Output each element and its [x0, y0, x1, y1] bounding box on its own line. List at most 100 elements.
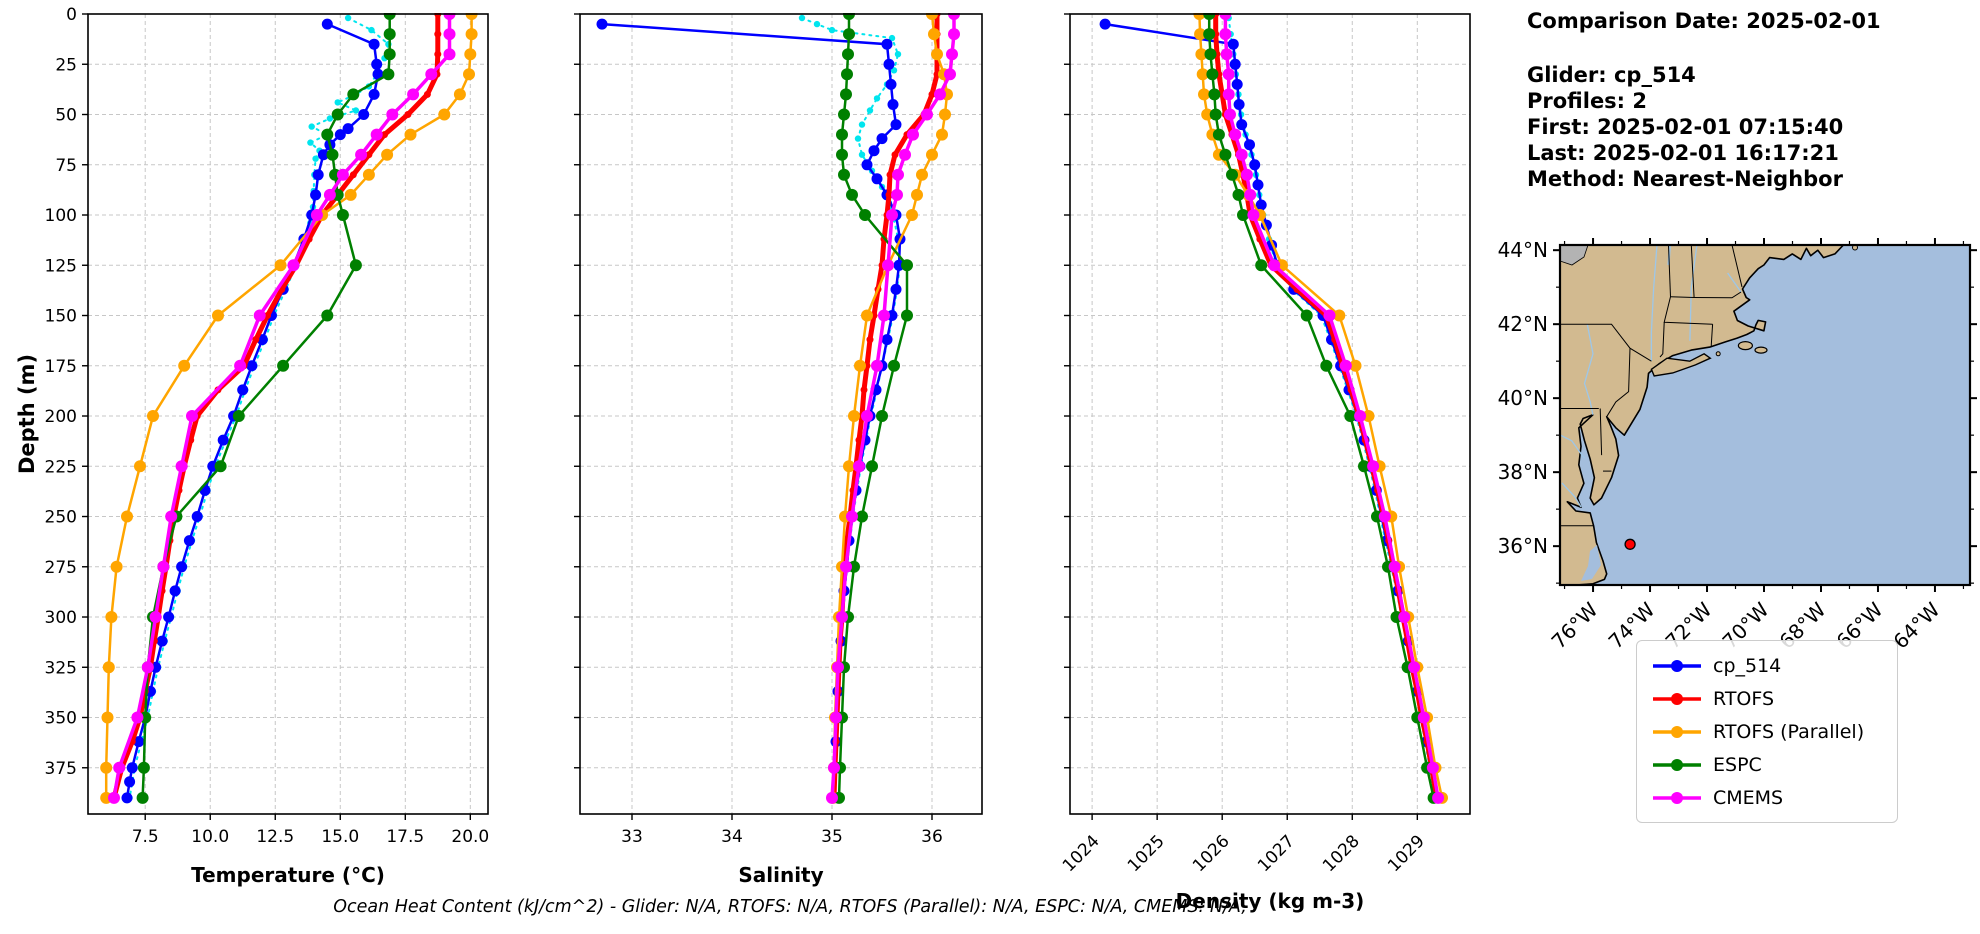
- james-river: [1561, 482, 1582, 508]
- comparison-date-text: Comparison Date: 2025-02-01: [1527, 9, 1881, 33]
- axes-frame: [579, 13, 983, 815]
- legend-label: RTOFS (Parallel): [1713, 720, 1865, 743]
- x-tick-label: 36: [921, 827, 943, 847]
- x-tick-label: 35: [821, 827, 843, 847]
- depth-tick-label: 75: [55, 156, 77, 176]
- legend-sample-line: [1653, 791, 1701, 804]
- ocean-heat-content-text: Ocean Heat Content (kJ/cm^2) - Glider: N…: [333, 897, 1247, 917]
- profiles-count-text: Profiles: 2: [1527, 89, 1648, 113]
- x-tick-label: 1027: [1254, 831, 1299, 876]
- panel-temperature: 7.5 10.0 12.5 15.0 17.5 20.0 0 25 50 75 100 125 150 1…: [45, 5, 490, 847]
- state-line: [1663, 296, 1713, 325]
- legend-label: cp_514: [1713, 654, 1782, 677]
- hudson-river: [1650, 244, 1658, 361]
- map-lat-label: 42°N: [1498, 312, 1548, 336]
- axis-ticks: 1024 1025 1026 1027 1028 1029: [1059, 13, 1429, 876]
- location-map: 76°W 74°W 72°W 70°W 68°W 66°W 64°W44°N42°N40°N…: [1498, 238, 1977, 654]
- x-tick-label: 10.0: [191, 827, 229, 847]
- coastline-mainland: [1559, 244, 1845, 586]
- legend: cp_514 RTOFS RTOFS (Parallel) ESPC CMEMS: [1636, 640, 1898, 823]
- legend-item-rtofs: RTOFS: [1651, 682, 1887, 715]
- x-tick-label: 7.5: [132, 827, 159, 847]
- series-cmems: [1219, 13, 1445, 804]
- legend-label: RTOFS: [1713, 687, 1775, 710]
- x-axis-label-temperature: Temperature (°C): [191, 863, 385, 887]
- series-cp-514: [121, 18, 384, 804]
- series-layer: [100, 13, 478, 804]
- first-time-text: First: 2025-02-01 07:15:40: [1527, 115, 1844, 139]
- potomac-river: [1559, 434, 1586, 459]
- susquehanna-river: [1583, 324, 1594, 415]
- map-lat-label: 36°N: [1498, 534, 1548, 558]
- legend-sample-line: [1653, 659, 1701, 672]
- merrimack-river: [1727, 272, 1742, 293]
- series-rtofs-parallel-: [100, 13, 478, 804]
- marthas-vineyard: [1737, 340, 1753, 351]
- axes-frame: [87, 13, 489, 815]
- panel-density: 1024 1025 1026 1027 1028 1029: [1059, 13, 1471, 876]
- depth-tick-label: 125: [45, 256, 77, 276]
- legend-item-rtofs-parallel: RTOFS (Parallel): [1651, 715, 1887, 748]
- x-tick-label: 20.0: [451, 827, 489, 847]
- series-cp-514: [1099, 18, 1441, 804]
- y-axis-label-depth: Depth (m): [15, 353, 39, 475]
- long-island: [1650, 352, 1712, 377]
- legend-sample-line: [1653, 758, 1701, 771]
- legend-sample-line: [1653, 725, 1701, 738]
- depth-tick-label: 150: [45, 307, 77, 327]
- map-lat-label: 40°N: [1498, 386, 1548, 410]
- x-tick-label: 1025: [1124, 831, 1169, 876]
- state-line: [1731, 244, 1743, 288]
- series-espc: [136, 13, 396, 804]
- series-rtofs: [1212, 13, 1441, 802]
- x-tick-label: 17.5: [386, 827, 424, 847]
- state-line: [1659, 322, 1665, 358]
- depth-tick-label: 0: [66, 5, 77, 25]
- series-rtofs-parallel-: [827, 13, 953, 804]
- legend-label: CMEMS: [1713, 786, 1784, 809]
- map-lat-label: 38°N: [1498, 460, 1548, 484]
- map-lat-label: 44°N: [1498, 238, 1548, 262]
- method-text: Method: Nearest-Neighbor: [1527, 167, 1843, 191]
- series-layer: [1099, 13, 1448, 804]
- x-tick-label: 33: [621, 827, 643, 847]
- depth-tick-label: 300: [45, 608, 77, 628]
- series-layer: [596, 13, 960, 804]
- depth-tick-label: 250: [45, 508, 77, 528]
- series-cp-514-profile-2-: [126, 14, 392, 802]
- legend-item-espc: ESPC: [1651, 748, 1887, 781]
- gridlines: [580, 13, 982, 814]
- depth-tick-label: 175: [45, 357, 77, 377]
- depth-tick-label: 200: [45, 407, 77, 427]
- x-tick-label: 34: [721, 827, 743, 847]
- panel-salinity: 33 34 35 36: [574, 13, 983, 847]
- axes-frame: [1069, 13, 1471, 815]
- x-tick-label: 1024: [1059, 831, 1104, 876]
- pamlico-sound: [1581, 545, 1601, 581]
- block-island: [1715, 351, 1721, 357]
- series-espc: [1203, 13, 1440, 804]
- axis-ticks: 7.5 10.0 12.5 15.0 17.5 20.0 0 25 50 75 100 125 150 1…: [45, 5, 490, 847]
- gridlines: [1070, 13, 1470, 814]
- series-cmems: [826, 13, 960, 804]
- x-tick-label: 15.0: [321, 827, 359, 847]
- depth-tick-label: 100: [45, 206, 77, 226]
- legend-label: ESPC: [1713, 753, 1762, 776]
- x-axis-label-density: Density (kg m-3): [1175, 889, 1365, 913]
- series-cmems: [108, 13, 456, 804]
- depth-tick-label: 325: [45, 658, 77, 678]
- series-cp-514-profile-2-: [1225, 14, 1438, 802]
- state-line: [1668, 244, 1671, 297]
- state-line: [1560, 323, 1652, 362]
- nantucket: [1754, 346, 1768, 354]
- last-time-text: Last: 2025-02-01 16:17:21: [1527, 141, 1839, 165]
- legend-item-cmems: CMEMS: [1651, 781, 1887, 814]
- x-tick-label: 1026: [1189, 831, 1234, 876]
- depth-tick-label: 350: [45, 709, 77, 729]
- state-line: [1690, 244, 1695, 298]
- depth-tick-label: 25: [55, 55, 77, 75]
- x-axis-label-salinity: Salinity: [738, 863, 824, 887]
- depth-tick-label: 275: [45, 558, 77, 578]
